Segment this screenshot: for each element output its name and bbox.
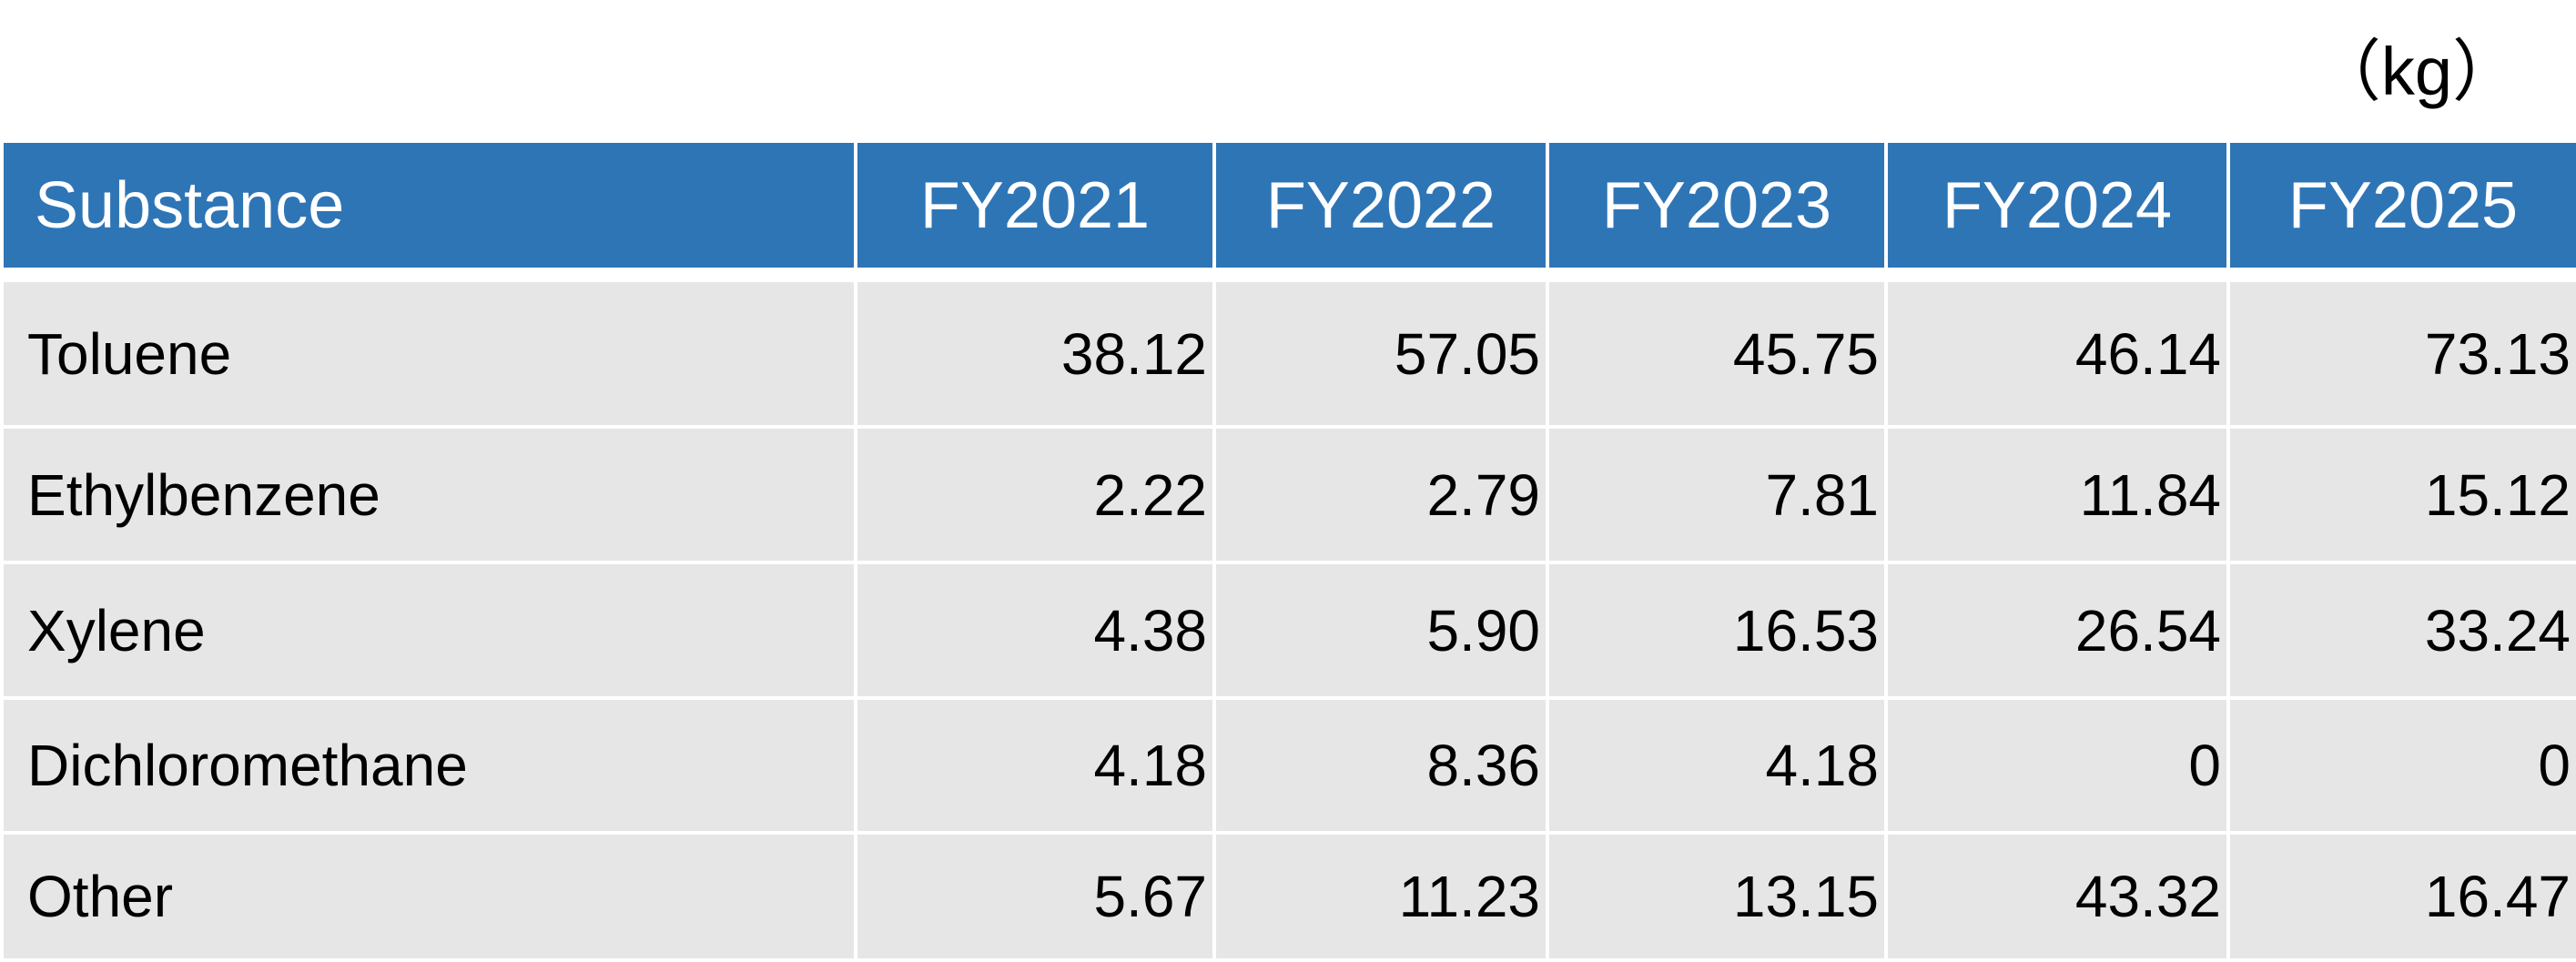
value-cell: 8.36 xyxy=(1212,696,1549,835)
substance-name: Toluene xyxy=(0,268,857,429)
value-cell: 16.47 xyxy=(2226,831,2576,962)
value-cell: 7.81 xyxy=(1546,425,1888,564)
table-row: Dichloromethane 4.18 8.36 4.18 0 0 xyxy=(0,696,2576,835)
value-cell: 0 xyxy=(2226,696,2576,835)
value-cell: 46.14 xyxy=(1884,268,2230,429)
value-cell: 26.54 xyxy=(1884,561,2230,700)
value-cell: 4.18 xyxy=(854,696,1216,835)
value-cell: 11.84 xyxy=(1884,425,2230,564)
substance-name: Xylene xyxy=(0,561,857,700)
substance-name: Other xyxy=(0,831,857,962)
table-row: Toluene 38.12 57.05 45.75 46.14 73.13 xyxy=(0,268,2576,429)
value-cell: 45.75 xyxy=(1546,268,1888,429)
header-year: FY2025 xyxy=(2226,139,2576,277)
header-row: Substance FY2021 FY2022 FY2023 FY2024 FY… xyxy=(0,139,2576,277)
value-cell: 73.13 xyxy=(2226,268,2576,429)
value-cell: 38.12 xyxy=(854,268,1216,429)
value-cell: 57.05 xyxy=(1212,268,1549,429)
value-cell: 5.67 xyxy=(854,831,1216,962)
emissions-table: Substance FY2021 FY2022 FY2023 FY2024 FY… xyxy=(0,139,2576,962)
header-substance: Substance xyxy=(0,139,857,277)
header-year: FY2022 xyxy=(1212,139,1549,277)
header-year: FY2023 xyxy=(1546,139,1888,277)
value-cell: 2.79 xyxy=(1212,425,1549,564)
value-cell: 4.38 xyxy=(854,561,1216,700)
value-cell: 15.12 xyxy=(2226,425,2576,564)
value-cell: 0 xyxy=(1884,696,2230,835)
unit-label: （kg） xyxy=(2313,34,2520,109)
header-year: FY2021 xyxy=(854,139,1216,277)
value-cell: 13.15 xyxy=(1546,831,1888,962)
value-cell: 16.53 xyxy=(1546,561,1888,700)
value-cell: 2.22 xyxy=(854,425,1216,564)
value-cell: 11.23 xyxy=(1212,831,1549,962)
value-cell: 33.24 xyxy=(2226,561,2576,700)
value-cell: 4.18 xyxy=(1546,696,1888,835)
value-cell: 43.32 xyxy=(1884,831,2230,962)
table-row: Xylene 4.38 5.90 16.53 26.54 33.24 xyxy=(0,561,2576,700)
substance-name: Dichloromethane xyxy=(0,696,857,835)
header-year: FY2024 xyxy=(1884,139,2230,277)
table-row: Other 5.67 11.23 13.15 43.32 16.47 xyxy=(0,831,2576,962)
substance-name: Ethylbenzene xyxy=(0,425,857,564)
value-cell: 5.90 xyxy=(1212,561,1549,700)
table-row: Ethylbenzene 2.22 2.79 7.81 11.84 15.12 xyxy=(0,425,2576,564)
